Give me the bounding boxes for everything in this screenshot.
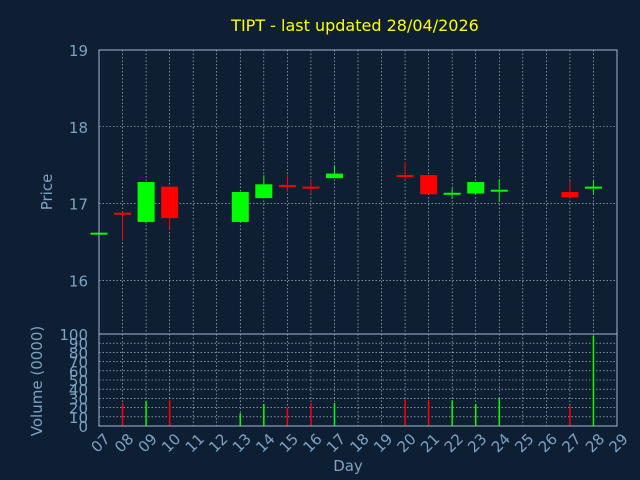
volume-plot-frame [98,333,618,427]
candle-body [161,186,179,219]
candle-body [278,185,296,188]
candle-13 [231,192,249,223]
volume-bar-16 [310,403,312,426]
volume-bar-10 [168,400,171,426]
candle-body [302,186,320,189]
price-tick-label: 19 [69,42,88,60]
candle-body [255,184,273,199]
volume-bar-15 [286,407,289,426]
price-y-axis: 16 17 18 19 [69,42,88,290]
volume-bar-27 [569,405,571,426]
volume-bar-23 [474,403,477,426]
volume-tick-label: 10 [69,409,88,427]
volume-tick-label: 50 [69,372,88,390]
volume-bar-08 [121,403,124,426]
chart-title: TIPT - last updated 28/04/2026 [230,16,479,35]
volume-bar-28 [592,335,595,426]
volume-bar-09 [145,401,147,426]
candle-body [443,192,461,195]
day-axis-label: Day [333,457,363,475]
candle-15 [278,175,296,192]
candle-body [584,186,602,189]
volume-tick-label: 0 [78,418,88,436]
volume-bar-21 [427,400,430,426]
candle-body [231,192,249,222]
candle-body [490,189,508,192]
candle-24 [490,178,508,202]
candle-16 [302,178,320,195]
candle-20 [396,162,414,181]
volume-tick-label: 100 [59,326,88,344]
volume-bar-13 [239,413,242,426]
candle-14 [255,175,273,199]
volume-bar-22 [451,400,453,426]
volume-axis-label: Volume (0000) [28,326,46,436]
volume-bar-14 [263,403,265,426]
candle-body [325,173,343,179]
volume-tick-label: 30 [69,390,88,408]
price-tick-label: 16 [69,272,88,290]
volume-bar-20 [404,399,406,426]
volume-tick-label: 40 [69,381,88,399]
candle-21 [420,175,438,195]
candle-body [137,182,155,222]
candle-28 [584,180,602,194]
volume-tick-label: 60 [69,363,88,381]
candle-17 [325,165,343,179]
day-x-axis: 0708091011121314151617181920212223242526… [88,430,632,456]
volume-tick-label: 20 [69,400,88,418]
volume-tick-label: 90 [69,335,88,353]
candle-10 [161,186,179,230]
volume-bar-series [98,335,595,426]
candle-body [420,175,438,195]
candle-body [114,212,132,215]
candle-23 [467,182,485,195]
price-axis-label: Price [38,174,56,211]
candlestick-series [90,162,602,241]
candle-body [561,192,579,198]
candle-09 [137,182,155,224]
candle-27 [561,180,579,198]
volume-tick-label: 80 [69,344,88,362]
volume-bar-17 [333,403,336,426]
candle-body [467,182,485,194]
volume-bar-24 [498,398,501,426]
candle-08 [114,211,132,241]
candle-22 [443,188,461,199]
candle-body [396,175,414,178]
price-tick-label: 17 [69,196,88,214]
price-tick-label: 18 [69,119,88,137]
volume-tick-label: 70 [69,354,88,372]
